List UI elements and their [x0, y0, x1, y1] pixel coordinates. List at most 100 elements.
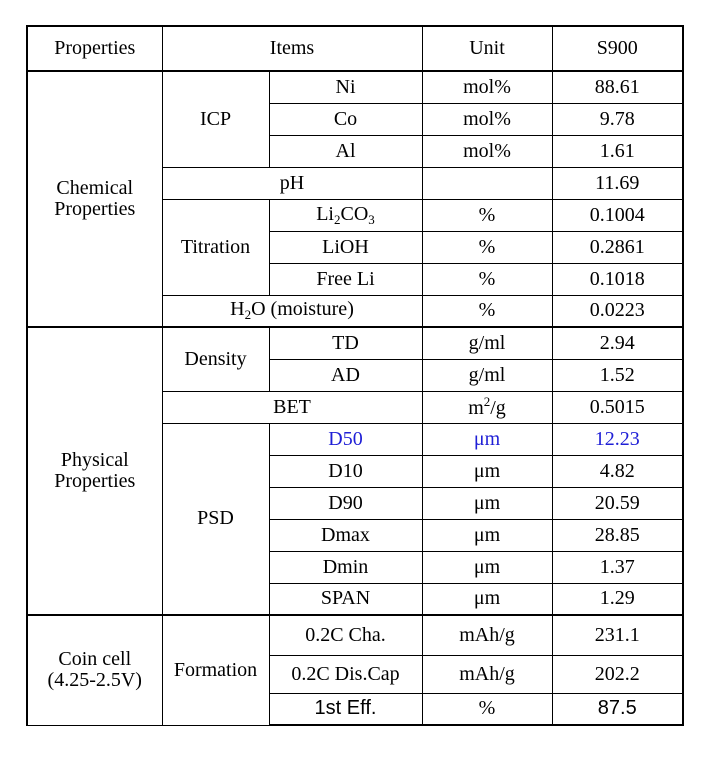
- item-cell: 0.2C Dis.Cap: [268, 654, 423, 694]
- group-icp: ICP: [161, 70, 270, 168]
- section-label-line2: Properties: [54, 470, 136, 492]
- section-label-line2: Properties: [54, 198, 136, 220]
- value-cell: 0.5015: [551, 390, 684, 424]
- value-cell: 1.61: [551, 134, 684, 168]
- unit-cell: g/ml: [421, 326, 553, 360]
- unit-cell: %: [421, 198, 553, 232]
- formula-subscript: 2: [244, 307, 252, 323]
- value-cell: 11.69: [551, 166, 684, 200]
- item-cell: BET: [161, 390, 423, 424]
- section-chemical: Chemical Properties: [26, 70, 163, 328]
- table-row: Free Li % 0.1018: [27, 262, 684, 296]
- value-cell: 0.0223: [551, 294, 684, 328]
- value-cell: 9.78: [551, 102, 684, 136]
- value-cell: 1.29: [551, 582, 684, 616]
- value-cell: 20.59: [551, 486, 684, 520]
- item-cell: Ni: [268, 70, 423, 104]
- group-formation: Formation: [161, 614, 270, 726]
- item-cell: 0.2C Cha.: [268, 614, 423, 656]
- value-cell: 12.23: [551, 422, 684, 456]
- value-cell: 1.37: [551, 550, 684, 584]
- item-cell: Li2CO3: [268, 198, 423, 232]
- unit-part: m: [468, 397, 484, 419]
- value-cell: 2.94: [551, 326, 684, 360]
- properties-table: Properties Items Unit S900 Chemical Prop…: [26, 25, 684, 726]
- unit-superscript: 2: [483, 394, 491, 409]
- table-row: 1st Eff. % 87.5: [27, 692, 684, 726]
- unit-cell: mol%: [421, 134, 553, 168]
- unit-cell: μm: [421, 582, 553, 616]
- item-cell: pH: [161, 166, 423, 200]
- group-density: Density: [161, 326, 270, 392]
- table-row: Co mol% 9.78: [27, 102, 684, 136]
- header-row: Properties Items Unit S900: [26, 25, 684, 72]
- value-cell: 0.2861: [551, 230, 684, 264]
- item-cell: D10: [268, 454, 423, 488]
- value-cell: 202.2: [551, 654, 684, 694]
- unit-cell: μm: [421, 422, 553, 456]
- table-row: AD g/ml 1.52: [27, 358, 684, 392]
- formula-part: O (moisture): [251, 298, 354, 321]
- unit-cell: μm: [421, 454, 553, 488]
- table-row: Al mol% 1.61: [27, 134, 684, 168]
- table-row: D90 μm 20.59: [27, 486, 684, 520]
- table-row: Chemical Properties ICP Ni mol% 88.61: [26, 70, 684, 328]
- item-cell: 1st Eff.: [268, 692, 423, 726]
- table-row: Titration Li2CO3 % 0.1004: [27, 198, 684, 296]
- item-cell: D50: [268, 422, 423, 456]
- section-label-line1: Physical: [60, 449, 129, 471]
- table-row: Coin cell (4.25-2.5V) Formation 0.2C Cha…: [26, 614, 684, 726]
- table-row-highlight: PSD D50 μm 12.23: [27, 422, 684, 616]
- unit-cell: g/ml: [421, 358, 553, 392]
- header-unit: Unit: [421, 25, 553, 72]
- item-cell: AD: [268, 358, 423, 392]
- value-cell: 87.5: [551, 692, 684, 726]
- value-cell: 4.82: [551, 454, 684, 488]
- value-cell: 0.1004: [551, 198, 684, 232]
- value-cell: 0.1018: [551, 262, 684, 296]
- item-cell: Free Li: [268, 262, 423, 296]
- section-coin-cell: Coin cell (4.25-2.5V): [26, 614, 163, 726]
- item-cell: LiOH: [268, 230, 423, 264]
- unit-cell: %: [421, 294, 553, 328]
- section-physical: Physical Properties: [26, 326, 163, 616]
- formula-part: CO: [340, 202, 369, 225]
- unit-cell: mol%: [421, 70, 553, 104]
- table-row: SPAN μm 1.29: [27, 582, 684, 616]
- item-cell: H2O (moisture): [161, 294, 423, 328]
- item-cell: D90: [268, 486, 423, 520]
- group-titration: Titration: [161, 198, 270, 296]
- unit-cell: %: [421, 230, 553, 264]
- unit-part: /g: [490, 397, 506, 419]
- value-cell: 88.61: [551, 70, 684, 104]
- unit-cell: [421, 166, 553, 200]
- section-label-line1: Coin cell: [58, 648, 132, 671]
- formula-subscript: 2: [333, 211, 341, 227]
- item-cell: Dmin: [268, 550, 423, 584]
- table-row: Dmax μm 28.85: [27, 518, 684, 552]
- unit-cell: %: [421, 262, 553, 296]
- unit-cell: μm: [421, 550, 553, 584]
- header-properties: Properties: [26, 25, 163, 72]
- unit-cell: %: [421, 692, 553, 726]
- unit-cell: μm: [421, 518, 553, 552]
- formula-subscript: 3: [368, 211, 375, 227]
- value-cell: 1.52: [551, 358, 684, 392]
- item-cell: Co: [268, 102, 423, 136]
- table-row: BET m2/g 0.5015: [27, 390, 684, 424]
- unit-cell: mAh/g: [421, 614, 553, 656]
- table-row: Physical Properties Density TD g/ml 2.94: [26, 326, 684, 616]
- table-row: H2O (moisture) % 0.0223: [27, 294, 684, 328]
- unit-cell: mAh/g: [421, 654, 553, 694]
- unit-cell: m2/g: [421, 390, 553, 424]
- unit-cell: mol%: [421, 102, 553, 136]
- unit-cell: μm: [421, 486, 553, 520]
- item-cell: Dmax: [268, 518, 423, 552]
- formula-part: Li: [316, 202, 334, 225]
- value-cell: 231.1: [551, 614, 684, 656]
- table-row: Dmin μm 1.37: [27, 550, 684, 584]
- item-cell: TD: [268, 326, 423, 360]
- group-psd: PSD: [161, 422, 270, 616]
- header-sample: S900: [551, 25, 684, 72]
- header-items: Items: [161, 25, 423, 72]
